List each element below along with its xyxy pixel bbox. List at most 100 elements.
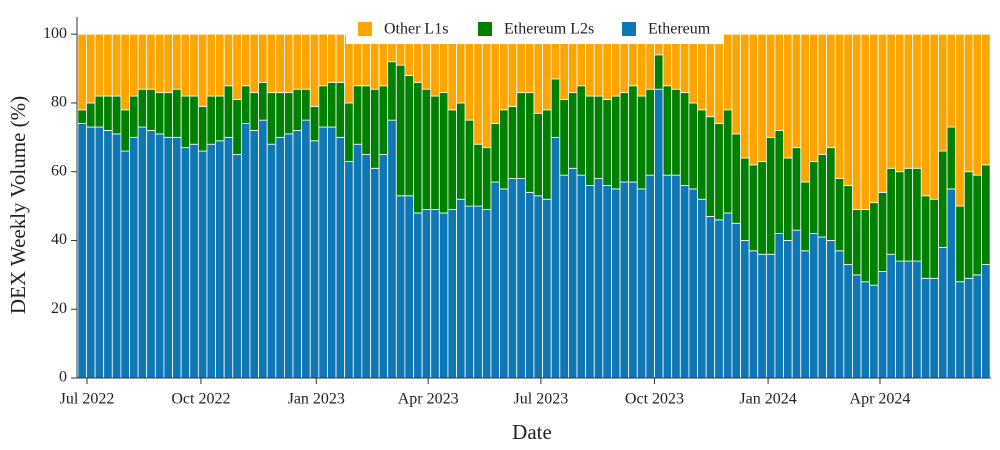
bar-segment bbox=[86, 102, 96, 128]
bar-segment bbox=[292, 33, 303, 90]
bar-segment bbox=[645, 88, 655, 176]
bar-segment bbox=[791, 33, 802, 149]
bar-segment bbox=[550, 136, 561, 379]
bar-segment bbox=[963, 277, 974, 379]
bar-segment bbox=[516, 178, 526, 379]
bar-segment bbox=[714, 219, 724, 379]
y-tick-label: 40 bbox=[51, 231, 67, 248]
bar-segment bbox=[886, 253, 896, 379]
bar-segment bbox=[206, 95, 216, 145]
bar-segment bbox=[258, 81, 268, 121]
bar-segment bbox=[688, 33, 698, 104]
bar-segment bbox=[929, 198, 939, 279]
bar-segment bbox=[146, 33, 156, 90]
bar-segment bbox=[877, 191, 888, 272]
bar-segment bbox=[172, 88, 182, 138]
bar-segment bbox=[877, 33, 888, 193]
bar-segment bbox=[154, 33, 165, 94]
bar-segment bbox=[438, 212, 449, 379]
bar-segment bbox=[284, 33, 294, 94]
bar-segment bbox=[197, 105, 208, 152]
bar-segment bbox=[318, 126, 328, 379]
bar-segment bbox=[215, 140, 225, 379]
bar-segment bbox=[456, 33, 466, 104]
bar-segment bbox=[215, 33, 225, 97]
bar-segment bbox=[757, 33, 767, 162]
bar-segment bbox=[146, 88, 156, 131]
bar-segment bbox=[103, 33, 113, 97]
bar-segment bbox=[249, 92, 259, 131]
bar-segment bbox=[619, 181, 630, 379]
bar-segment bbox=[869, 33, 879, 204]
bar-segment bbox=[456, 102, 466, 200]
bar-segment bbox=[645, 174, 655, 379]
bar-segment bbox=[783, 240, 793, 379]
x-tick-label: Jan 2024 bbox=[739, 391, 796, 408]
bar-segment bbox=[826, 240, 836, 379]
bar-segment bbox=[843, 33, 853, 186]
bar-segment bbox=[981, 264, 991, 379]
bar-segment bbox=[361, 85, 371, 155]
bar-segment bbox=[421, 88, 432, 210]
bar-segment bbox=[852, 274, 862, 379]
bar-segment bbox=[550, 78, 561, 138]
bar-segment bbox=[473, 205, 483, 379]
bar-segment bbox=[249, 130, 259, 379]
bar-segment bbox=[585, 185, 595, 379]
x-axis-label: Date bbox=[512, 420, 552, 444]
bar-segment bbox=[834, 178, 845, 252]
bar-segment bbox=[688, 102, 698, 190]
bar-segment bbox=[843, 264, 853, 379]
x-tick-label: Apr 2023 bbox=[398, 391, 459, 408]
bar-segment bbox=[103, 130, 113, 379]
bar-segment bbox=[714, 33, 724, 124]
legend-label: Other L1s bbox=[384, 21, 448, 38]
bar-segment bbox=[137, 33, 148, 90]
bar-segment bbox=[301, 33, 311, 90]
bar-segment bbox=[731, 33, 741, 135]
bar-segment bbox=[972, 174, 982, 276]
bar-segment bbox=[533, 33, 544, 114]
bar-segment bbox=[912, 33, 922, 169]
bar-segment bbox=[301, 88, 311, 121]
bar-segment bbox=[929, 277, 939, 379]
legend-box bbox=[346, 16, 724, 44]
bar-segment bbox=[972, 33, 982, 176]
bar-segment bbox=[163, 136, 173, 379]
y-tick-label: 60 bbox=[51, 162, 67, 179]
bar-segment bbox=[929, 33, 939, 200]
y-tick-label: 20 bbox=[51, 300, 67, 317]
bar-segment bbox=[223, 136, 234, 379]
bar-segment bbox=[912, 260, 922, 379]
bar-segment bbox=[172, 136, 182, 379]
bar-segment bbox=[215, 95, 225, 142]
bar-segment bbox=[636, 188, 647, 379]
bar-segment bbox=[602, 99, 612, 186]
bar-segment bbox=[94, 126, 105, 379]
bar-segment bbox=[413, 212, 423, 379]
bar-segment bbox=[722, 33, 733, 111]
bar-segment bbox=[77, 109, 87, 124]
bar-segment bbox=[697, 33, 707, 111]
x-tick-label: Oct 2022 bbox=[171, 391, 230, 408]
bar-segment bbox=[223, 85, 234, 138]
bar-segment bbox=[533, 112, 544, 197]
bar-segment bbox=[834, 33, 845, 179]
bar-segment bbox=[77, 123, 87, 379]
bar-segment bbox=[783, 33, 793, 159]
bar-segment bbox=[137, 88, 148, 128]
bar-segment bbox=[361, 154, 371, 379]
bar-segment bbox=[318, 33, 328, 87]
bar-segment bbox=[516, 92, 526, 179]
bar-segment bbox=[938, 150, 948, 248]
bar-segment bbox=[180, 147, 191, 379]
x-tick-label: Jul 2022 bbox=[60, 391, 115, 408]
bar-segment bbox=[318, 85, 328, 128]
bar-segment bbox=[111, 95, 122, 135]
x-tick-label: Apr 2024 bbox=[850, 391, 911, 408]
bar-segment bbox=[438, 92, 449, 214]
bar-segment bbox=[464, 33, 475, 121]
bar-segment bbox=[852, 33, 862, 210]
bar-segment bbox=[129, 136, 139, 379]
bar-segment bbox=[628, 85, 638, 183]
